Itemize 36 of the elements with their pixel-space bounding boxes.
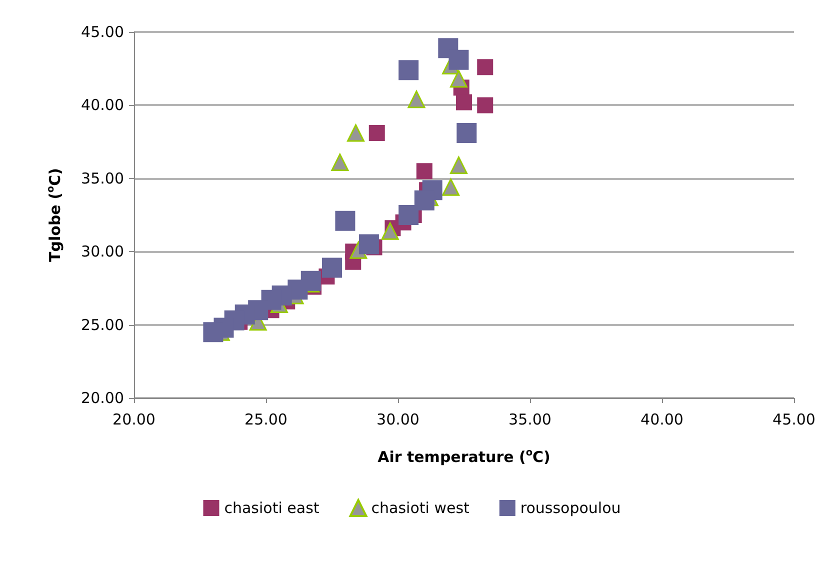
legend-label: chasioti east: [224, 499, 320, 517]
point: [322, 258, 342, 278]
point: [414, 190, 434, 210]
point: [477, 97, 494, 114]
point: [335, 210, 356, 231]
point: [477, 59, 494, 76]
x-tick-label: 35.00: [508, 410, 552, 428]
point: [358, 234, 379, 254]
x-tick-label: 40.00: [640, 410, 684, 428]
y-tick-label: 25.00: [81, 316, 124, 334]
x-tick-label: 20.00: [112, 410, 156, 428]
point: [456, 94, 472, 110]
point: [398, 60, 419, 80]
x-tick-label: 25.00: [244, 410, 288, 428]
point: [398, 205, 419, 225]
point: [331, 154, 349, 172]
y-axis-title: Tglobe (oC): [46, 168, 64, 262]
y-tick-label: 35.00: [81, 169, 124, 188]
point: [347, 124, 365, 142]
point: [442, 178, 460, 196]
y-tick-label: 30.00: [81, 242, 124, 261]
point: [408, 90, 426, 108]
x-tick-label: 30.00: [376, 410, 420, 428]
legend-label: roussopoulou: [520, 499, 621, 517]
point: [450, 156, 468, 174]
point: [368, 125, 385, 142]
y-tick-label: 40.00: [81, 96, 124, 114]
point: [416, 163, 432, 180]
x-tick-label: 45.00: [772, 410, 816, 428]
legend-label: chasioti west: [371, 499, 470, 517]
y-tick-label: 45.00: [81, 23, 124, 41]
point: [381, 222, 399, 240]
point: [456, 123, 477, 144]
point: [448, 50, 469, 70]
y-tick-label: 20.00: [81, 389, 124, 407]
point: [450, 70, 468, 88]
